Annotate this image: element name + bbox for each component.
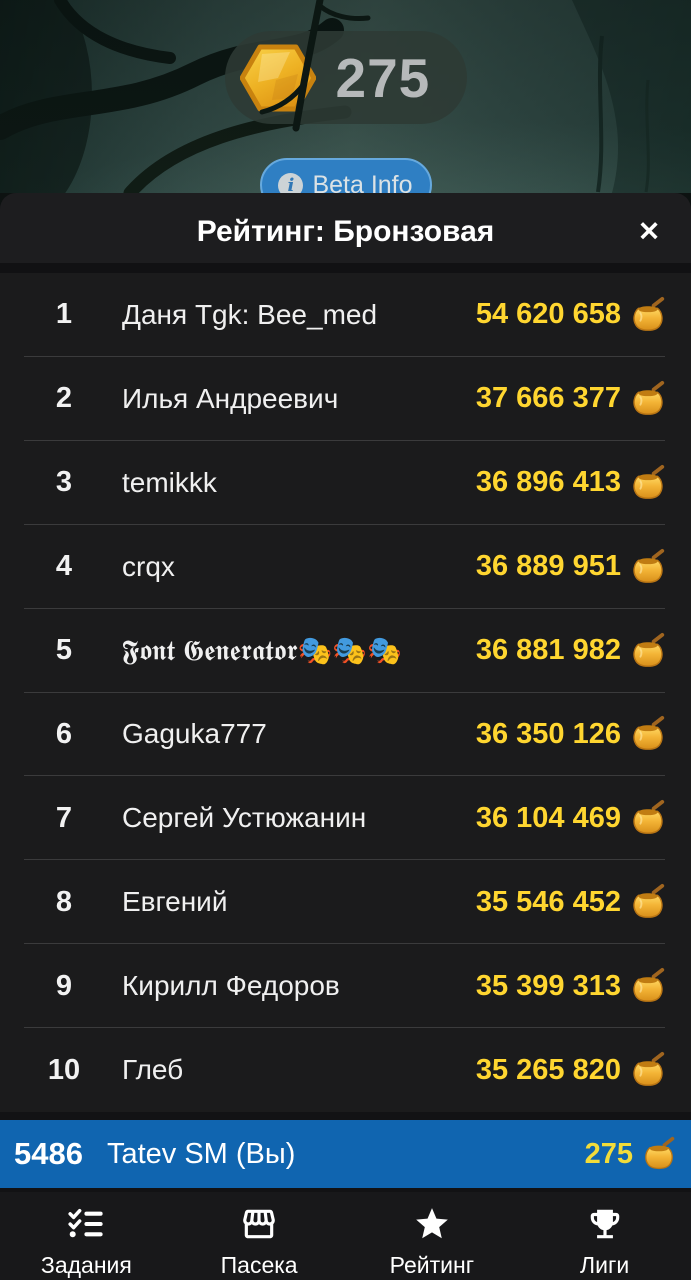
row-player-name: Евгений — [122, 886, 228, 918]
honeycomb-coin-icon — [239, 44, 316, 111]
honey-pot-icon — [633, 716, 665, 751]
honey-balance-value: 275 — [335, 46, 431, 109]
row-player-name: Илья Андреевич — [122, 382, 339, 414]
row-honey-amount: 54 620 658 — [475, 298, 621, 331]
row-honey-amount: 36 889 951 — [475, 550, 621, 583]
row-rank: 10 — [47, 1053, 81, 1086]
row-honey: 37 666 377 — [476, 380, 667, 418]
storefront-icon — [243, 1209, 275, 1239]
row-honey: 36 896 413 — [476, 464, 667, 502]
trophy-icon — [590, 1209, 619, 1239]
leaderboard-row: 7 Сергей Устюжанин 36 104 469 — [0, 776, 691, 861]
honey-pot-icon — [633, 968, 665, 1003]
row-rank: 1 — [55, 298, 73, 331]
star-icon — [416, 1208, 448, 1239]
row-honey: 36 104 469 — [476, 799, 667, 837]
honey-pot-icon — [633, 296, 665, 331]
honey-pot-icon — [633, 800, 665, 835]
nav-label-tasks: Задания — [40, 1252, 132, 1278]
leaderboard-row: 8 Евгений 35 546 452 — [0, 860, 691, 945]
leaderboard-row: 1 Даня Tgk: Bee_med 54 620 658 — [0, 273, 691, 357]
leaderboard-row: 4 crqx 36 889 951 — [0, 525, 691, 609]
row-player-name: Даня Tgk: Bee_med — [122, 298, 378, 330]
honey-pot-icon — [645, 1136, 675, 1170]
row-rank: 6 — [55, 717, 73, 750]
row-honey: 35 399 313 — [476, 967, 667, 1005]
honey-pot-icon — [633, 884, 665, 919]
row-rank: 8 — [55, 885, 73, 918]
honey-pot-icon — [633, 1052, 665, 1087]
leaderboard-list[interactable]: 1 Даня Tgk: Bee_med 54 620 658 2 Илья Ан… — [0, 273, 691, 1112]
row-rank: 2 — [55, 382, 73, 415]
leaderboard-row: 6 Gaguka777 36 350 126 — [0, 693, 691, 777]
row-honey-amount: 35 546 452 — [475, 885, 621, 918]
row-player-name: Глеб — [122, 1054, 184, 1086]
beta-info-button[interactable]: i Beta Info — [259, 158, 432, 194]
row-honey-amount: 37 666 377 — [475, 382, 621, 415]
honey-pot-icon — [633, 548, 665, 583]
row-honey: 35 546 452 — [476, 883, 667, 921]
row-honey-amount: 35 399 313 — [475, 969, 621, 1002]
honey-pot-icon — [633, 464, 665, 499]
bottom-nav: Задания Пасека Рейтинг Лиги — [0, 1192, 691, 1280]
nav-label-apiary: Пасека — [220, 1252, 298, 1278]
row-honey-amount: 36 896 413 — [475, 466, 621, 499]
row-player-name: Кирилл Федоров — [122, 970, 340, 1002]
row-player-name: Gaguka777 — [122, 718, 267, 750]
row-honey: 35 265 820 — [476, 1051, 667, 1089]
leaderboard-row: 2 Илья Андреевич 37 666 377 — [0, 357, 691, 441]
row-honey: 36 889 951 — [476, 548, 667, 586]
modal-header: Рейтинг: Бронзовая ✕ — [0, 193, 691, 273]
honey-balance-badge[interactable]: 275 — [224, 31, 467, 124]
close-icon[interactable]: ✕ — [637, 216, 661, 247]
row-honey-amount: 35 265 820 — [475, 1053, 621, 1086]
row-player-name: 𝕱𝖔𝖓𝖙 𝕲𝖊𝖓𝖊𝖗𝖆𝖙𝖔𝖗🎭🎭🎭 — [122, 634, 403, 666]
row-honey: 54 620 658 — [476, 296, 667, 334]
row-honey: 36 881 982 — [476, 632, 667, 670]
checklist-icon — [68, 1208, 103, 1238]
leaderboard-row: 3 temikkk 36 896 413 — [0, 441, 691, 525]
row-rank: 5 — [55, 634, 73, 667]
nav-item-rating[interactable]: Рейтинг — [346, 1192, 519, 1280]
your-name: Tatev SM (Вы) — [106, 1137, 296, 1170]
nav-item-apiary[interactable]: Пасека — [173, 1192, 346, 1280]
row-rank: 4 — [55, 550, 73, 583]
row-honey: 36 350 126 — [476, 715, 667, 753]
row-player-name: Сергей Устюжанин — [122, 802, 367, 834]
leaderboard-row: 9 Кирилл Федоров 35 399 313 — [0, 944, 691, 1029]
row-rank: 3 — [55, 466, 73, 499]
honey-pot-icon — [633, 380, 665, 415]
beta-info-label: Beta Info — [312, 170, 413, 194]
row-rank: 9 — [55, 969, 73, 1002]
your-rank: 5486 — [14, 1136, 83, 1171]
row-player-name: temikkk — [122, 466, 217, 498]
nav-label-rating: Рейтинг — [389, 1252, 475, 1278]
info-icon: i — [278, 172, 304, 193]
your-honey-amount: 275 — [584, 1137, 633, 1170]
nav-label-leagues: Лиги — [580, 1252, 630, 1278]
honey-pot-icon — [633, 632, 665, 667]
game-background: 275 i Beta Info — [0, 0, 691, 193]
leaderboard-row: 10 Глеб 35 265 820 — [0, 1028, 691, 1112]
nav-item-tasks[interactable]: Задания — [0, 1192, 173, 1280]
rating-modal: Рейтинг: Бронзовая ✕ 1 Даня Tgk: Bee_med… — [0, 193, 691, 1112]
modal-title: Рейтинг: Бронзовая — [196, 215, 495, 248]
row-player-name: crqx — [122, 550, 175, 582]
nav-item-leagues[interactable]: Лиги — [518, 1192, 691, 1280]
leaderboard-row: 5 𝕱𝖔𝖓𝖙 𝕲𝖊𝖓𝖊𝖗𝖆𝖙𝖔𝖗🎭🎭🎭 36 881 982 — [0, 609, 691, 693]
row-rank: 7 — [55, 801, 73, 834]
row-honey-amount: 36 104 469 — [475, 801, 621, 834]
row-honey-amount: 36 881 982 — [475, 634, 621, 667]
your-rank-row: 5486 Tatev SM (Вы) 275 — [0, 1112, 691, 1192]
row-honey-amount: 36 350 126 — [475, 717, 621, 750]
